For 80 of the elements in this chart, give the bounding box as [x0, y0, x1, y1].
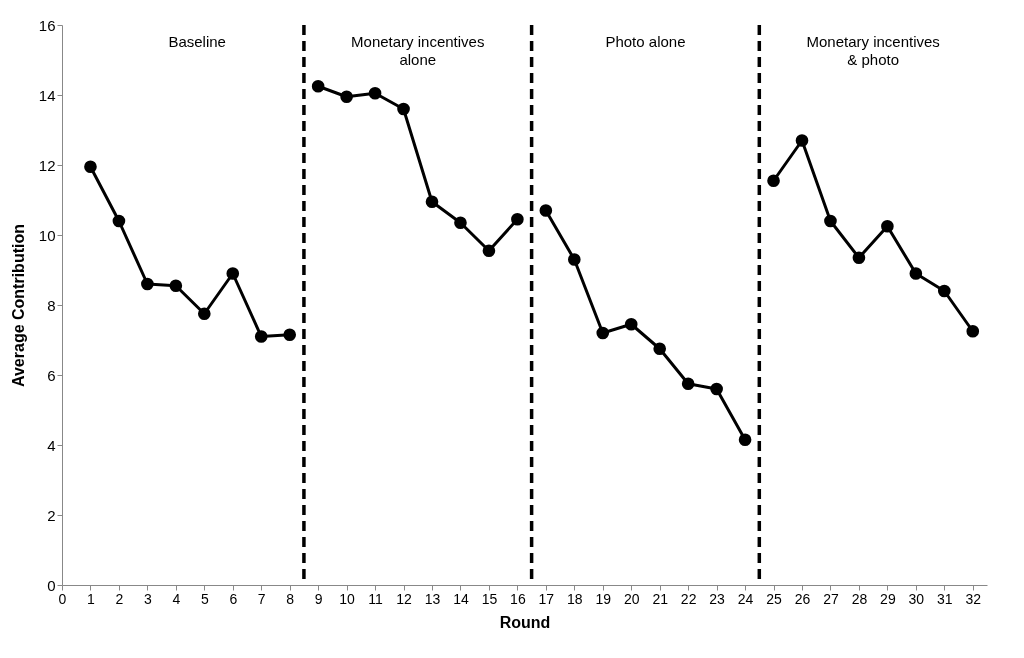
point [795, 134, 809, 147]
x-tick-label: 13 [424, 590, 441, 607]
x-tick-label: 15 [481, 590, 498, 607]
point [624, 317, 638, 331]
point [141, 277, 154, 291]
x-tick-label: 30 [908, 590, 925, 607]
point [397, 102, 410, 116]
x-tick-label: 4 [172, 590, 181, 607]
x-tick-label: 12 [396, 590, 413, 607]
point [909, 267, 923, 280]
x-tick-label: 23 [709, 590, 726, 607]
point [511, 212, 524, 226]
point [226, 267, 240, 280]
point [539, 204, 553, 217]
point [425, 195, 439, 209]
x-tick-label: 1 [87, 590, 96, 607]
y-tick-label: 0 [47, 576, 56, 594]
y-tick-label: 16 [38, 16, 56, 34]
x-tick-label: 6 [229, 590, 238, 607]
point [653, 342, 667, 356]
x-tick-label: 20 [623, 590, 640, 607]
x-tick-label: 29 [880, 590, 896, 607]
x-tick-label: 31 [937, 590, 953, 607]
x-tick-label: 18 [567, 590, 583, 607]
x-tick-label: 17 [538, 590, 555, 607]
point [283, 328, 297, 342]
point [824, 214, 837, 228]
point [197, 307, 211, 321]
x-tick-label: 7 [257, 590, 266, 607]
x-tick-label: 5 [200, 590, 209, 607]
point [966, 324, 980, 338]
x-tick-label: 14 [453, 590, 469, 607]
y-tick-label: 8 [47, 296, 56, 314]
point [881, 219, 894, 233]
x-tick-label: 21 [652, 590, 669, 607]
point [84, 160, 97, 174]
point [112, 214, 126, 228]
x-tick-label: 28 [851, 590, 868, 607]
point [368, 86, 382, 100]
point [169, 279, 183, 293]
x-tick-label: 10 [339, 590, 356, 607]
point [767, 174, 780, 188]
x-tick-label: 16 [510, 590, 526, 607]
x-tick-label: 24 [737, 590, 754, 607]
x-tick-label: 32 [965, 590, 982, 607]
y-tick-label: 6 [47, 366, 56, 384]
point [482, 244, 496, 258]
x-tick-label: 2 [115, 590, 124, 607]
y-axis-title: Average Contribution [9, 224, 27, 387]
x-tick-label: 27 [823, 590, 839, 607]
x-tick-label: 11 [368, 590, 384, 607]
y-tick-label: 4 [47, 436, 56, 454]
annotation: Photo alone [605, 33, 686, 50]
point [738, 433, 752, 447]
point [681, 377, 695, 391]
y-tick-label: 14 [38, 86, 56, 104]
annotation: Baseline [168, 33, 226, 50]
x-tick-label: 9 [314, 590, 323, 607]
point [852, 251, 866, 265]
y-tick-label: 12 [38, 156, 56, 174]
x-tick-label: 26 [794, 590, 811, 607]
annotation: Monetary incentives alone [351, 33, 485, 68]
point [567, 253, 581, 266]
point [596, 326, 610, 340]
x-tick-label: 0 [58, 590, 67, 607]
y-tick-label: 10 [38, 226, 56, 244]
point [254, 330, 268, 343]
point [937, 284, 951, 298]
x-tick-label: 25 [766, 590, 783, 607]
x-tick-label: 22 [680, 590, 697, 607]
y-tick-label: 2 [47, 506, 56, 524]
x-axis-title: Round [499, 613, 551, 631]
x-tick-label: 19 [595, 590, 612, 607]
x-tick-label: 8 [286, 590, 295, 607]
point [311, 79, 325, 93]
x-tick-label: 3 [143, 590, 152, 607]
annotation: Monetary incentives & photo [806, 33, 940, 68]
point [340, 90, 353, 104]
point [710, 382, 723, 396]
point [454, 216, 467, 230]
